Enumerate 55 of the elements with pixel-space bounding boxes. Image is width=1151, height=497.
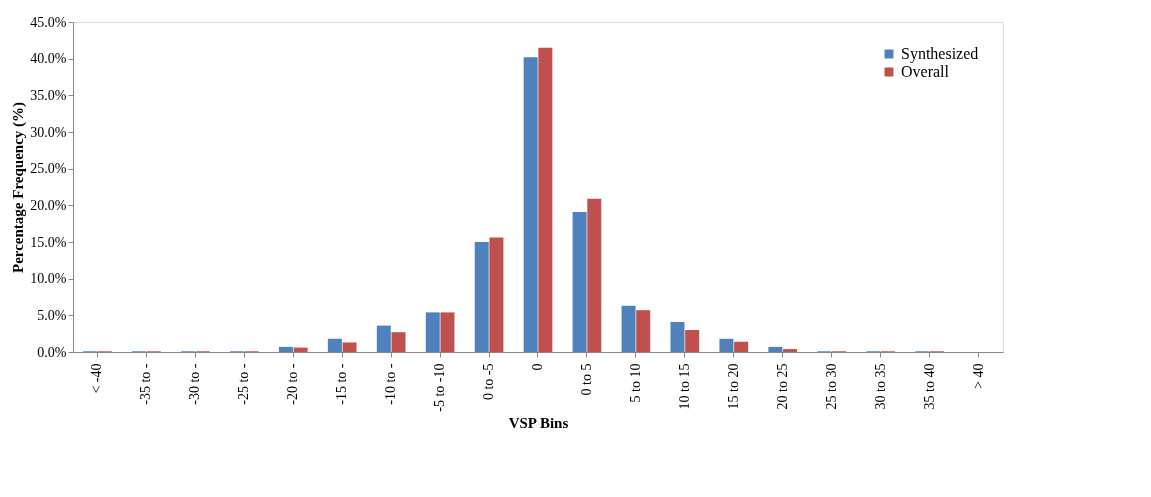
x-tick-label: 5 to 10 <box>627 363 643 403</box>
x-tick-label: -25 to - <box>236 363 252 405</box>
y-tick-label: 0.0% <box>37 344 67 360</box>
bar <box>391 332 406 352</box>
y-tick-label: 25.0% <box>30 161 67 177</box>
y-tick-label: 20.0% <box>30 197 67 213</box>
x-tick-label: -15 to - <box>334 363 350 405</box>
x-tick-label: -20 to - <box>285 363 301 405</box>
y-tick-label: 15.0% <box>30 234 67 250</box>
bar <box>327 338 342 352</box>
x-tick-label: -10 to - <box>383 363 399 405</box>
bar <box>474 242 489 352</box>
y-tick-label: 30.0% <box>30 124 67 140</box>
x-tick-label: 10 to 15 <box>676 363 692 410</box>
bar <box>670 321 685 352</box>
legend-label: Synthesized <box>901 45 979 63</box>
legend-label: Overall <box>901 63 950 80</box>
bar <box>768 346 783 352</box>
bar <box>572 211 587 352</box>
x-tick-label: -5 to -10 <box>432 363 448 412</box>
bar <box>376 325 391 352</box>
x-tick-label: 25 to 30 <box>823 363 839 410</box>
x-tick-label: 0 to -5 <box>481 363 497 401</box>
bar <box>278 346 293 352</box>
bar <box>685 330 700 352</box>
x-tick-label: < -40 <box>89 363 105 394</box>
bar <box>636 310 651 352</box>
x-tick-label: > 40 <box>970 363 986 389</box>
bar <box>734 341 749 352</box>
y-tick-label: 35.0% <box>30 87 67 103</box>
y-tick-label: 40.0% <box>30 51 67 67</box>
bar <box>440 312 455 352</box>
bar <box>523 57 538 352</box>
bar <box>293 347 308 352</box>
y-tick-label: 5.0% <box>37 307 67 323</box>
x-tick-label: -30 to - <box>187 363 203 405</box>
bar <box>538 47 553 352</box>
bar <box>489 237 504 352</box>
x-tick-label: 0 to 5 <box>578 363 594 396</box>
bar <box>587 198 602 352</box>
x-tick-label: -35 to - <box>138 363 154 405</box>
x-axis-title: VSP Bins <box>508 414 569 431</box>
x-tick-label: 0 <box>530 363 545 371</box>
bar <box>425 312 440 352</box>
bar <box>783 349 798 352</box>
y-tick-label: 10.0% <box>30 271 67 287</box>
y-tick-label: 45.0% <box>30 14 67 30</box>
bar <box>621 305 636 352</box>
x-tick-label: 15 to 20 <box>725 363 741 410</box>
bar <box>719 338 734 352</box>
y-axis-title: Percentage Frequency (%) <box>10 101 28 274</box>
x-tick-label: 30 to 35 <box>872 363 888 410</box>
x-tick-label: 20 to 25 <box>774 363 790 410</box>
bar <box>342 342 357 352</box>
x-tick-label: 35 to 40 <box>921 363 937 410</box>
